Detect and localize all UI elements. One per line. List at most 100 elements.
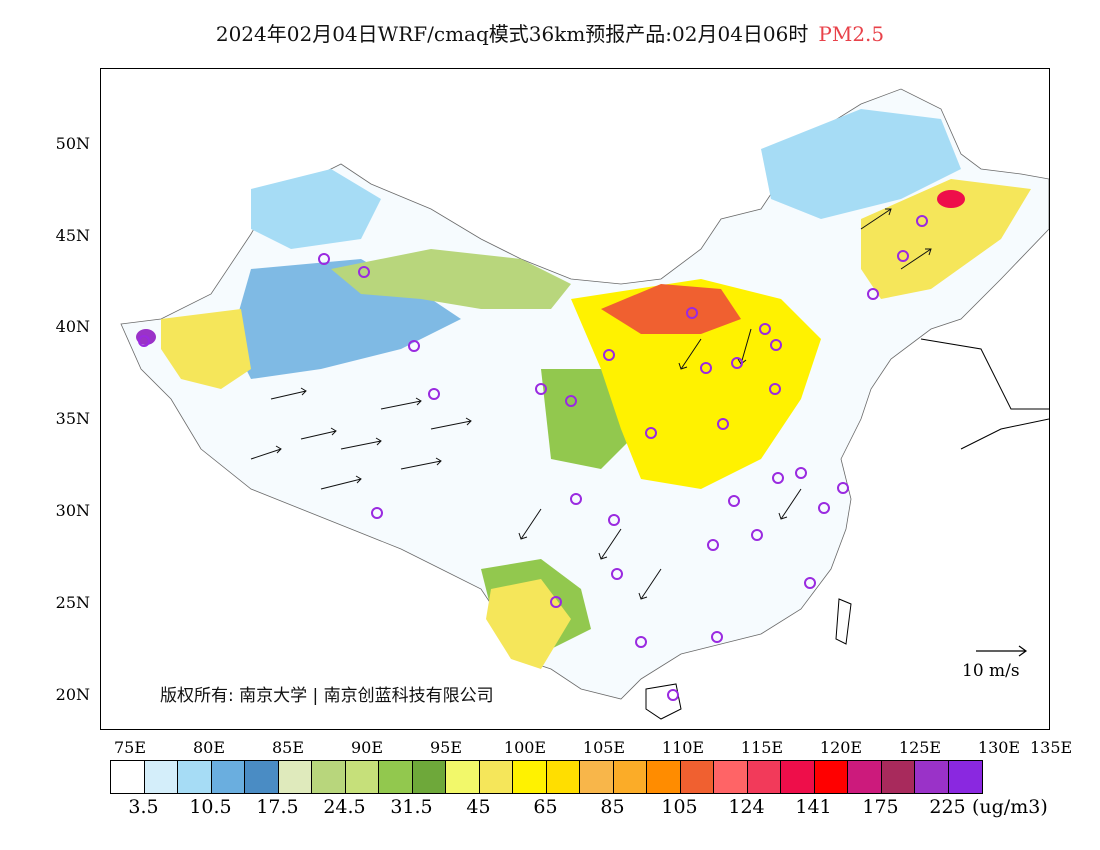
yellow-zone-northeast [861, 179, 1031, 299]
station-marker[interactable] [897, 250, 909, 262]
colorbar-swatch [412, 761, 446, 793]
lon-label-95e: 95E [429, 738, 463, 757]
colorbar-swatch [312, 761, 346, 793]
colorbar-label: 31.5 [390, 796, 433, 818]
station-marker[interactable] [731, 357, 743, 369]
blue-zone-north [251, 169, 381, 249]
lat-label-25n: 25N [55, 593, 90, 612]
yellow-zone-south [486, 579, 571, 669]
station-marker[interactable] [818, 502, 830, 514]
wind-arrows [250, 208, 932, 600]
station-marker[interactable] [686, 307, 698, 319]
lon-label-130e: 130E [977, 738, 1021, 757]
map-frame [100, 68, 1050, 730]
colorbar-swatch [111, 761, 145, 793]
colorbar-swatch [613, 761, 647, 793]
colorbar-swatch [680, 761, 714, 793]
station-marker[interactable] [570, 493, 582, 505]
colorbar-swatch [881, 761, 915, 793]
station-marker[interactable] [717, 418, 729, 430]
lat-label-35n: 35N [55, 409, 90, 428]
station-marker[interactable] [535, 383, 547, 395]
station-marker[interactable] [611, 568, 623, 580]
colorbar-label: 3.5 [128, 796, 159, 818]
station-marker[interactable] [550, 596, 562, 608]
station-marker[interactable] [635, 636, 647, 648]
red-hotspot-ne [937, 190, 965, 208]
station-marker[interactable] [711, 631, 723, 643]
colorbar-label: 105 [661, 796, 698, 818]
colorbar-swatch [580, 761, 614, 793]
colorbar-label: 225 [929, 796, 966, 818]
station-marker[interactable] [358, 266, 370, 278]
yellow-zone-central [571, 279, 821, 489]
colorbar-swatch [814, 761, 848, 793]
map-svg [120, 88, 1049, 720]
blue-zone-northeast [761, 109, 961, 219]
colorbar-swatch [915, 761, 949, 793]
station-marker[interactable] [318, 253, 330, 265]
colorbar-label: 175 [862, 796, 899, 818]
coastline-hainan [645, 683, 682, 720]
yellow-zone-west [161, 309, 251, 389]
colorbar-swatch [345, 761, 379, 793]
colorbar-label: 65 [533, 796, 558, 818]
station-marker[interactable] [751, 529, 763, 541]
station-marker[interactable] [700, 362, 712, 374]
lat-label-20n: 20N [55, 685, 90, 704]
station-marker[interactable] [916, 215, 928, 227]
station-marker[interactable] [867, 288, 879, 300]
colorbar-swatch [379, 761, 413, 793]
title-variable: PM2.5 [818, 22, 885, 46]
colorbar-swatch [948, 761, 982, 793]
coastline-japan [920, 338, 1049, 450]
colorbar-swatch [446, 761, 480, 793]
colorbar-swatch [647, 761, 681, 793]
lon-label-120e: 120E [819, 738, 863, 757]
lat-label-30n: 30N [55, 501, 90, 520]
colorbar-label: 45 [466, 796, 491, 818]
lon-label-115e: 115E [740, 738, 784, 757]
lon-label-75e: 75E [113, 738, 147, 757]
colorbar-label: 17.5 [256, 796, 299, 818]
station-marker[interactable] [772, 472, 784, 484]
station-marker[interactable] [408, 340, 420, 352]
station-marker[interactable] [837, 482, 849, 494]
station-marker[interactable] [769, 383, 781, 395]
colorbar-swatch [513, 761, 547, 793]
station-marker[interactable] [667, 689, 679, 701]
lat-label-40n: 40N [55, 317, 90, 336]
colorbar-unit: (ug/m3) [972, 796, 1048, 818]
station-marker[interactable] [645, 427, 657, 439]
colorbar-swatch [144, 761, 178, 793]
lon-label-135e: 135E [1030, 738, 1073, 757]
lon-label-110e: 110E [661, 738, 705, 757]
lon-label-85e: 85E [271, 738, 305, 757]
station-marker[interactable] [608, 514, 620, 526]
station-marker[interactable] [759, 323, 771, 335]
station-marker[interactable] [565, 395, 577, 407]
station-marker[interactable] [728, 495, 740, 507]
station-marker[interactable] [795, 467, 807, 479]
colorbar-label: 10.5 [189, 796, 232, 818]
station-marker[interactable] [428, 388, 440, 400]
colorbar-swatch [546, 761, 580, 793]
station-marker[interactable] [603, 349, 615, 361]
colorbar-swatch [211, 761, 245, 793]
colorbar [110, 760, 983, 794]
colorbar-swatch [178, 761, 212, 793]
station-marker[interactable] [707, 539, 719, 551]
station-marker[interactable] [138, 335, 150, 347]
map-title: 2024年02月04日WRF/cmaq模式36km预报产品:02月04日06时 P… [0, 18, 1100, 47]
lon-label-105e: 105E [582, 738, 626, 757]
coastline-taiwan [835, 598, 852, 645]
station-marker[interactable] [804, 577, 816, 589]
colorbar-swatch [848, 761, 882, 793]
green-belt [331, 249, 571, 309]
colorbar-swatch [278, 761, 312, 793]
station-marker[interactable] [770, 339, 782, 351]
colorbar-label: 24.5 [323, 796, 366, 818]
station-marker[interactable] [371, 507, 383, 519]
copyright-text: 版权所有: 南京大学 | 南京创蓝科技有限公司 [160, 686, 494, 706]
colorbar-swatch [781, 761, 815, 793]
